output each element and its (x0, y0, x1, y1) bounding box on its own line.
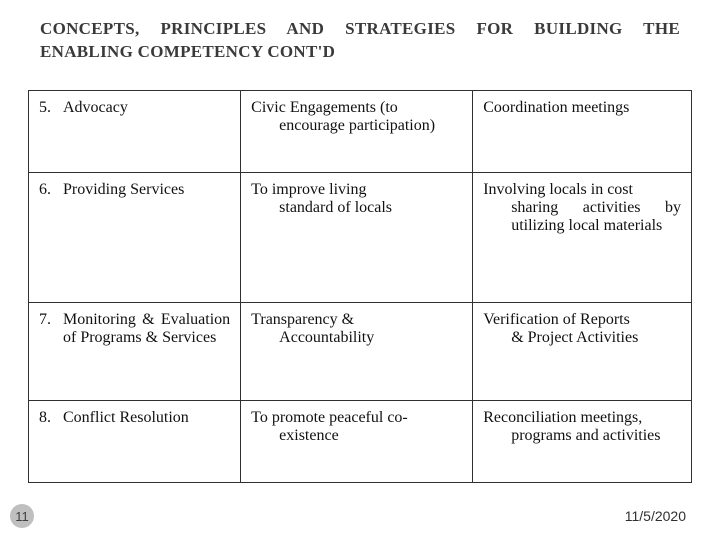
cell-text-lead: Civic Engagements (to (251, 99, 462, 117)
cell-concept: 7. Monitoring & Evaluation of Programs &… (29, 302, 241, 400)
competency-table: 5. Advocacy Civic Engagements (to encour… (28, 90, 692, 483)
cell-text-rest: standard of locals (251, 199, 462, 217)
cell-strategy: Reconciliation meetings, programs and ac… (473, 400, 692, 482)
cell-text-rest: Accountability (251, 329, 462, 347)
cell-principle: Civic Engagements (to encourage particip… (241, 90, 473, 172)
slide-date: 11/5/2020 (625, 508, 686, 524)
cell-concept: 8. Conflict Resolution (29, 400, 241, 482)
page-number: 11 (15, 509, 29, 524)
cell-concept: 5. Advocacy (29, 90, 241, 172)
cell-text-lead: Involving locals in cost (483, 181, 681, 199)
title-line-2: ENABLING COMPETENCY CONT'D (40, 41, 680, 64)
table-row: 8. Conflict Resolution To promote peacef… (29, 400, 692, 482)
cell-strategy: Verification of Reports & Project Activi… (473, 302, 692, 400)
cell-principle: To improve living standard of locals (241, 172, 473, 302)
cell-text-rest: programs and activities (483, 427, 681, 445)
cell-text-lead: To promote peaceful co- (251, 409, 462, 427)
cell-text-rest: sharing activities by utilizing local ma… (483, 199, 681, 235)
cell-text-lead: To improve living (251, 181, 462, 199)
cell-strategy: Involving locals in cost sharing activit… (473, 172, 692, 302)
cell-principle: Transparency & Accountability (241, 302, 473, 400)
table-row: 6. Providing Services To improve living … (29, 172, 692, 302)
cell-concept: 6. Providing Services (29, 172, 241, 302)
table-row: 5. Advocacy Civic Engagements (to encour… (29, 90, 692, 172)
row-label: Monitoring & Evaluation of Programs & Se… (59, 311, 230, 347)
slide-title: CONCEPTS, PRINCIPLES AND STRATEGIES FOR … (40, 18, 680, 64)
row-number: 8. (39, 409, 59, 427)
cell-text-rest: encourage participation) (251, 117, 462, 135)
row-number: 6. (39, 181, 59, 199)
cell-text-rest: & Project Activities (483, 329, 681, 347)
page-number-badge: 11 (10, 504, 34, 528)
table-row: 7. Monitoring & Evaluation of Programs &… (29, 302, 692, 400)
cell-text-lead: Reconciliation meetings, (483, 409, 681, 427)
row-number: 7. (39, 311, 59, 347)
cell-text-lead: Transparency & (251, 311, 462, 329)
cell-text-rest: existence (251, 427, 462, 445)
row-label: Conflict Resolution (59, 409, 230, 427)
title-line-1: CONCEPTS, PRINCIPLES AND STRATEGIES FOR … (40, 19, 680, 38)
row-label: Advocacy (59, 99, 230, 117)
row-number: 5. (39, 99, 59, 117)
cell-strategy: Coordination meetings (473, 90, 692, 172)
cell-principle: To promote peaceful co- existence (241, 400, 473, 482)
cell-text: Coordination meetings (483, 99, 629, 116)
row-label: Providing Services (59, 181, 230, 199)
cell-text-lead: Verification of Reports (483, 311, 681, 329)
